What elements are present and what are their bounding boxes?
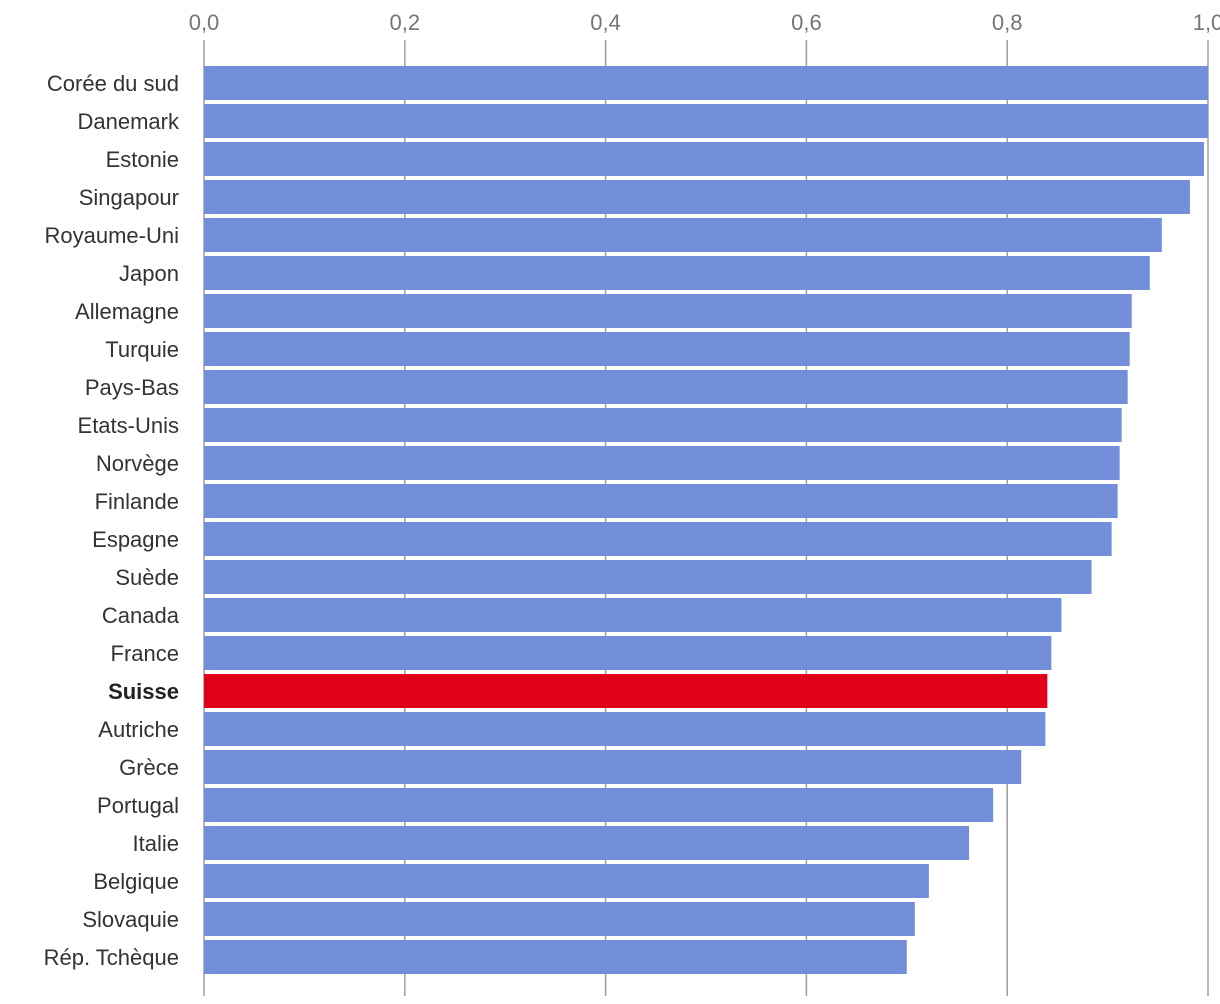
bar-estonie [204, 142, 1204, 176]
bar-rep-tcheque [204, 940, 907, 974]
bar-suisse [204, 674, 1048, 708]
x-tick-label-4: 0,8 [992, 10, 1023, 35]
x-axis-ticks: 0,0 0,2 0,4 0,6 0,8 1,0 [189, 10, 1220, 35]
category-label-norvege: Norvège [96, 451, 179, 476]
category-label-allemagne: Allemagne [75, 299, 179, 324]
bar-norvege [204, 446, 1120, 480]
x-tick-label-2: 0,4 [590, 10, 621, 35]
bar-royaume-uni [204, 218, 1162, 252]
category-label-portugal: Portugal [97, 793, 179, 818]
x-tick-label-5: 1,0 [1193, 10, 1220, 35]
bar-coree-du-sud [204, 66, 1208, 100]
bar-italie [204, 826, 970, 860]
category-label-pays-bas: Pays-Bas [85, 375, 179, 400]
category-label-suisse: Suisse [108, 679, 179, 704]
bar-pays-bas [204, 370, 1128, 404]
x-tick-label-0: 0,0 [189, 10, 220, 35]
category-label-japon: Japon [119, 261, 179, 286]
category-label-belgique: Belgique [93, 869, 179, 894]
category-label-singapour: Singapour [79, 185, 179, 210]
bar-singapour [204, 180, 1190, 214]
bar-finlande [204, 484, 1118, 518]
category-label-coree-du-sud: Corée du sud [47, 71, 179, 96]
category-label-espagne: Espagne [92, 527, 179, 552]
category-label-danemark: Danemark [78, 109, 180, 134]
category-label-rep-tcheque: Rép. Tchèque [44, 945, 179, 970]
bar-portugal [204, 788, 994, 822]
bar-france [204, 636, 1052, 670]
category-label-grece: Grèce [119, 755, 179, 780]
category-label-france: France [111, 641, 179, 666]
bar-autriche [204, 712, 1046, 746]
bar-slovaquie [204, 902, 915, 936]
category-label-italie: Italie [133, 831, 179, 856]
category-label-finlande: Finlande [95, 489, 179, 514]
bar-belgique [204, 864, 929, 898]
category-label-canada: Canada [102, 603, 180, 628]
category-label-autriche: Autriche [98, 717, 179, 742]
category-label-slovaquie: Slovaquie [82, 907, 179, 932]
bar-suede [204, 560, 1092, 594]
category-label-estonie: Estonie [106, 147, 179, 172]
category-label-suede: Suède [115, 565, 179, 590]
category-labels: Corée du sud Danemark Estonie Singapour Roya… [44, 71, 180, 970]
category-label-turquie: Turquie [105, 337, 179, 362]
bar-espagne [204, 522, 1112, 556]
bars [204, 66, 1208, 974]
bar-grece [204, 750, 1022, 784]
bar-turquie [204, 332, 1130, 366]
bar-japon [204, 256, 1150, 290]
bar-etats-unis [204, 408, 1122, 442]
x-tick-label-1: 0,2 [390, 10, 421, 35]
bar-allemagne [204, 294, 1132, 328]
category-label-royaume-uni: Royaume-Uni [45, 223, 180, 248]
category-label-etats-unis: Etats-Unis [78, 413, 179, 438]
x-tick-label-3: 0,6 [791, 10, 822, 35]
bar-canada [204, 598, 1062, 632]
bar-danemark [204, 104, 1208, 138]
